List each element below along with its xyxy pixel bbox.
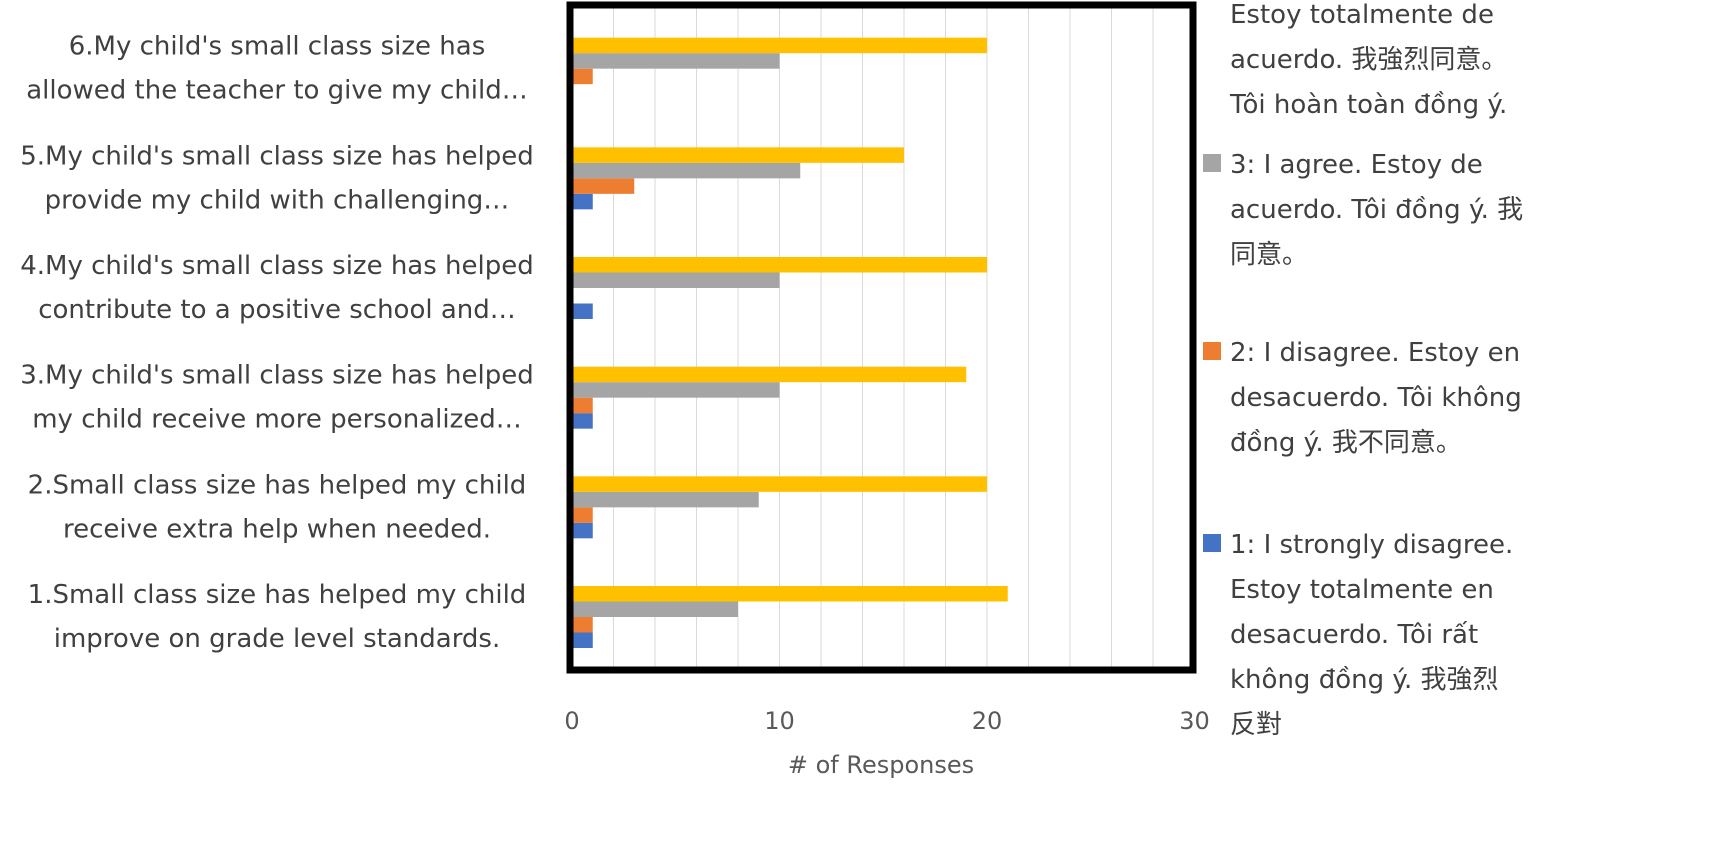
bar-1-cat-2 — [572, 522, 593, 539]
category-label-line: provide my child with challenging… — [45, 185, 510, 215]
x-axis-ticks: 0 10 20 30 — [564, 707, 1209, 735]
bar-4-cat-1 — [572, 586, 1008, 602]
category-label-line: 3.My child's small class size has helped — [20, 361, 534, 391]
legend-entry-line: acuerdo. Tôi đồng ý. 我 — [1230, 195, 1523, 225]
bar-4-cat-5 — [572, 147, 904, 163]
bar-1-cat-4 — [572, 303, 593, 319]
legend-entry: 1: I strongly disagree. Estoy totalmente … — [1230, 530, 1513, 740]
bar-2-cat-5 — [572, 178, 635, 194]
legend-swatch — [1203, 154, 1221, 172]
category-labels: 1.Small class size has helped my child im… — [20, 32, 534, 654]
category-label-line: 5.My child's small class size has helped — [20, 141, 534, 171]
legend-entry-line: Estoy totalmente de — [1230, 0, 1494, 30]
bar-2-cat-6 — [572, 68, 593, 85]
legend-entry-line: đồng ý. 我不同意。 — [1230, 428, 1462, 458]
bar-1-cat-1 — [572, 632, 593, 648]
bar-3-cat-4 — [572, 272, 780, 288]
bar-3-cat-2 — [572, 491, 759, 508]
bar-1-cat-3 — [572, 413, 593, 429]
bar-2-cat-3 — [572, 397, 593, 414]
category-label: 4.My child's small class size has helped… — [20, 251, 534, 325]
bar-4-cat-2 — [572, 476, 987, 492]
bar-4-cat-6 — [572, 37, 987, 54]
category-label-line: my child receive more personalized… — [32, 405, 522, 435]
legend-entry: Estoy totalmente de acuerdo. 我強烈同意。 Tôi ho… — [1229, 0, 1507, 120]
category-label-line: 2.Small class size has helped my child — [28, 470, 527, 500]
bar-2-cat-1 — [572, 617, 593, 633]
bar-3-cat-5 — [572, 162, 801, 179]
legend-entry-line: không đồng ý. 我強烈 — [1230, 665, 1499, 695]
bar-3-cat-1 — [572, 601, 738, 617]
x-tick-label: 30 — [1179, 707, 1210, 735]
category-label-line: 1.Small class size has helped my child — [28, 580, 527, 610]
category-label-line: contribute to a positive school and… — [38, 295, 516, 325]
bar-1-cat-5 — [572, 193, 593, 210]
legend-entry-line: 3: I agree. Estoy de — [1230, 150, 1483, 180]
x-tick-label: 20 — [972, 707, 1003, 735]
legend-entry: 2: I disagree. Estoy en desacuerdo. Tôi k… — [1230, 338, 1522, 458]
x-tick-label: 0 — [564, 707, 579, 735]
legend-entry-line: desacuerdo. Tôi rất — [1230, 620, 1478, 650]
bar-4-cat-3 — [572, 366, 967, 383]
legend-entry-line: Estoy totalmente en — [1230, 575, 1494, 605]
bar-chart: 1.Small class size has helped my child im… — [20, 0, 1523, 779]
category-label: 6.My child's small class size has allowed… — [26, 32, 528, 106]
category-label: 1.Small class size has helped my child im… — [28, 580, 527, 654]
legend-swatch — [1203, 534, 1221, 552]
bars — [572, 37, 1008, 648]
legend-entry-line: Tôi hoàn toàn đồng ý. — [1229, 90, 1507, 120]
category-label-line: receive extra help when needed. — [63, 514, 491, 544]
gridlines — [613, 6, 1154, 670]
legend-entry-line: desacuerdo. Tôi không — [1230, 383, 1522, 413]
category-label-line: 4.My child's small class size has helped — [20, 251, 534, 281]
bar-2-cat-2 — [572, 507, 593, 523]
category-label-line: allowed the teacher to give my child… — [26, 76, 528, 106]
legend-entry-line: acuerdo. 我強烈同意。 — [1230, 45, 1507, 75]
bar-3-cat-3 — [572, 382, 780, 398]
legend-entry-line: 同意。 — [1230, 240, 1308, 270]
legend: Estoy totalmente de acuerdo. 我強烈同意。 Tôi ho… — [1203, 0, 1523, 740]
category-label-line: 6.My child's small class size has — [69, 32, 486, 62]
plot-area-border — [566, 1, 1197, 674]
legend-entry: 3: I agree. Estoy de acuerdo. Tôi đồng ý.… — [1230, 150, 1523, 270]
category-label-line: improve on grade level standards. — [54, 624, 501, 654]
x-axis-title: # of Responses — [788, 751, 974, 779]
legend-entry-line: 1: I strongly disagree. — [1230, 530, 1513, 560]
bar-3-cat-6 — [572, 53, 780, 69]
legend-swatch — [1203, 342, 1221, 360]
legend-entry-line: 反對 — [1230, 710, 1282, 740]
category-label: 3.My child's small class size has helped… — [20, 361, 534, 435]
x-tick-label: 10 — [764, 707, 795, 735]
category-label: 5.My child's small class size has helped… — [20, 141, 534, 215]
bar-4-cat-4 — [572, 257, 987, 273]
category-label: 2.Small class size has helped my child re… — [28, 470, 527, 544]
legend-entry-line: 2: I disagree. Estoy en — [1230, 338, 1520, 368]
